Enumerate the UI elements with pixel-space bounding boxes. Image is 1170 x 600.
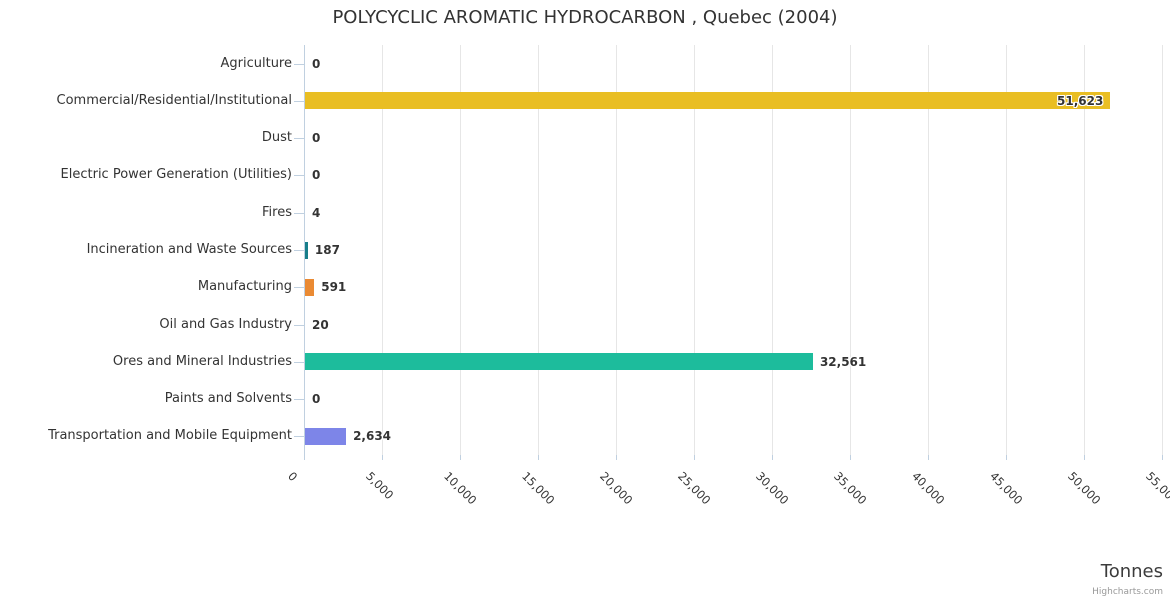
data-label: 0 [312,131,321,146]
category-label: Agriculture [220,55,293,71]
bar[interactable] [305,353,813,371]
x-axis-tick-label: 40,000 [909,469,948,508]
gridline [460,45,461,455]
y-axis-tick [294,250,304,251]
category-label: Transportation and Mobile Equipment [48,428,292,444]
x-axis-tick [304,455,305,460]
data-label: 20 [312,317,329,332]
y-axis-tick [294,212,304,214]
x-axis-tick-label: 20,000 [597,469,636,508]
y-axis-tick [294,175,304,177]
x-axis-tick [616,455,617,460]
x-axis-tick-label: 25,000 [675,469,714,508]
category-label: Oil and Gas Industry [159,316,292,332]
gridline [772,45,773,455]
category-label: Commercial/Residential/Institutional [56,92,293,108]
category-label: Paints and Solvents [164,391,292,407]
data-label: 51,623 [1057,93,1104,108]
x-axis-tick-label: 50,000 [1065,469,1104,508]
data-label: 32,561 [819,354,867,369]
y-axis-tick [294,361,304,363]
bar[interactable] [305,241,308,259]
gridline [616,45,617,455]
bar[interactable] [305,278,315,296]
y-axis-tick [294,63,304,65]
plot-area: 0 51,623 0 0 4 187 591 20 32,561 0 2,634 [294,45,1163,455]
category-label: Dust [261,130,292,146]
x-axis-tick-label: 0 [285,469,301,485]
gridline [538,45,539,455]
x-axis-tick [772,455,773,460]
bar[interactable] [305,427,347,445]
x-axis-tick-label: 15,000 [519,469,558,508]
gridline [1006,45,1007,455]
gridline [1084,45,1085,455]
data-label: 0 [312,56,321,71]
highcharts-credits-link[interactable]: Highcharts.com [1092,587,1163,597]
y-axis-tick [294,138,304,140]
x-axis-tick [1162,455,1163,460]
data-label: 2,634 [353,429,392,444]
x-axis-tick-label: 10,000 [441,469,480,508]
x-axis-tick [850,455,851,460]
data-label: 187 [314,243,340,257]
x-axis-tick [928,455,929,460]
data-label: 0 [312,168,321,183]
x-axis-tick [1084,455,1085,460]
x-axis-title: Tonnes [1100,561,1163,582]
x-axis-tick-label: 45,000 [987,469,1026,508]
x-axis-tick-label: 55,000 [1143,469,1170,508]
x-axis-tick-label: 30,000 [753,469,792,508]
category-label: Manufacturing [197,279,292,295]
x-axis-tick-label: 35,000 [831,469,870,508]
chart-title: POLYCYCLIC AROMATIC HYDROCARBON , Quebec… [332,7,838,28]
category-label: Ores and Mineral Industries [112,353,292,369]
y-axis-tick [294,324,304,326]
y-axis-tick [294,287,304,289]
y-axis-tick [294,100,304,102]
category-label: Electric Power Generation (Utilities) [60,167,292,183]
gridline [1162,45,1163,455]
x-axis-tick-label: 5,000 [363,469,397,503]
gridline [382,45,383,455]
x-axis-tick [694,455,695,460]
y-axis-line [304,45,305,455]
x-axis-tick [460,455,461,460]
category-label: Fires [262,204,292,220]
x-axis-tick [538,455,539,460]
x-axis-tick [382,455,383,460]
x-axis-tick [1006,455,1007,460]
y-axis-tick [294,436,304,438]
gridline [928,45,929,455]
data-label: 0 [312,392,321,407]
gridline [850,45,851,455]
category-label: Incineration and Waste Sources [86,242,292,257]
gridline [694,45,695,455]
y-axis-tick [294,399,304,401]
data-label: 591 [321,280,347,295]
data-label: 4 [312,205,321,220]
bar[interactable] [305,92,1111,110]
